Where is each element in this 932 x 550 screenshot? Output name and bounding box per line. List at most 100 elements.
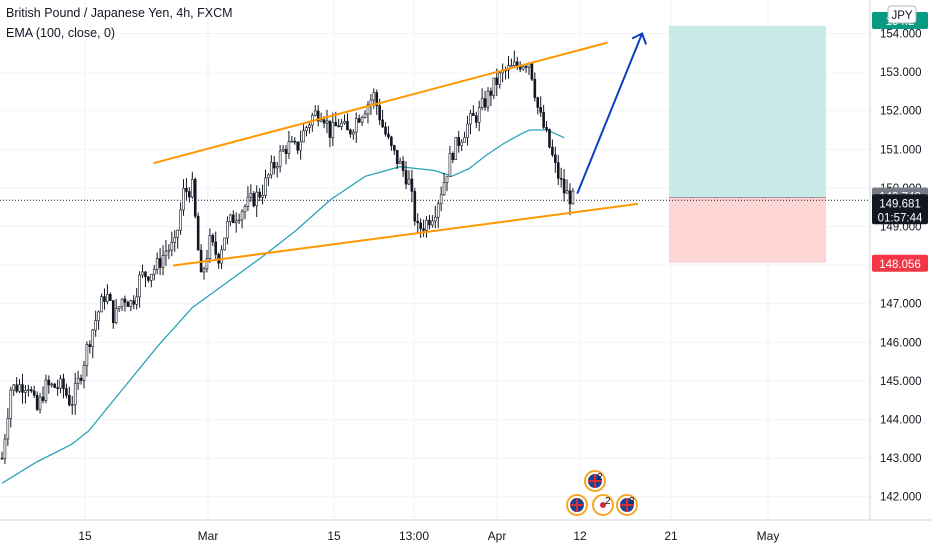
candle <box>68 395 71 406</box>
candle <box>155 258 159 270</box>
candle <box>38 396 42 410</box>
candle <box>47 379 51 386</box>
candle <box>0 457 4 460</box>
y-tick-label: 144.000 <box>880 415 922 427</box>
candle <box>454 137 458 160</box>
stop-price-tag-text: 148.056 <box>879 259 921 271</box>
candle <box>161 255 165 268</box>
candle <box>404 170 408 185</box>
stop-price-tag[interactable] <box>872 254 928 272</box>
candle <box>571 190 575 205</box>
candle <box>545 127 548 130</box>
candle <box>243 206 247 213</box>
candle <box>114 308 118 323</box>
last-price-tag[interactable] <box>872 194 928 225</box>
candle <box>445 176 449 183</box>
candle <box>384 126 387 135</box>
candle <box>59 378 62 389</box>
y-tick-label: 152.000 <box>880 106 922 118</box>
candle <box>562 178 566 194</box>
candle <box>231 214 235 224</box>
candle <box>150 273 153 281</box>
candle <box>53 383 56 388</box>
candle <box>3 438 7 459</box>
candle <box>24 389 27 393</box>
candle <box>173 237 177 243</box>
candle <box>147 276 150 281</box>
candle <box>410 178 414 192</box>
candle <box>568 190 572 205</box>
candle <box>398 161 402 165</box>
candle <box>9 389 13 419</box>
candle <box>366 104 370 115</box>
candle <box>35 395 39 410</box>
event-count: 2 <box>597 472 603 483</box>
candle <box>196 215 200 251</box>
candle <box>205 258 209 270</box>
candle <box>319 119 323 122</box>
candle <box>463 137 466 143</box>
y-tick-label: 149.000 <box>880 222 922 234</box>
candle <box>29 389 33 392</box>
ema-line[interactable] <box>1 129 565 484</box>
channel-upper-line[interactable] <box>153 41 608 165</box>
flag-sun <box>600 502 606 508</box>
candle <box>191 179 194 198</box>
candle <box>469 112 472 125</box>
candle <box>548 129 551 148</box>
candle <box>179 209 182 231</box>
economic-event-uk[interactable]: 2 <box>584 470 606 492</box>
candle <box>164 250 168 256</box>
economic-event-jp[interactable]: 2 <box>592 494 614 516</box>
candle <box>281 149 285 152</box>
candle <box>483 98 487 108</box>
candle <box>18 384 21 392</box>
candle <box>346 121 349 131</box>
candle <box>425 219 428 231</box>
candle <box>15 384 18 392</box>
candle <box>50 383 54 386</box>
candle <box>530 63 534 80</box>
candle <box>524 66 528 68</box>
candle <box>451 153 455 160</box>
candle <box>135 296 138 305</box>
candle <box>313 110 317 116</box>
candle <box>278 150 282 167</box>
candle <box>103 296 106 302</box>
event-count: 3 <box>629 496 635 507</box>
candle <box>182 187 185 211</box>
candle <box>308 124 311 128</box>
candle <box>439 194 443 205</box>
candle <box>70 404 74 407</box>
currency-badge[interactable] <box>887 5 917 24</box>
candle <box>246 196 250 207</box>
candle <box>270 162 273 176</box>
candle <box>132 300 136 305</box>
candle <box>272 162 276 169</box>
candle <box>533 78 537 98</box>
channel-lower-line[interactable] <box>173 202 638 267</box>
ema-indicator-label[interactable]: EMA (100, close, 0) <box>6 26 116 40</box>
candle <box>302 130 305 143</box>
candle <box>325 120 329 124</box>
candle <box>44 379 48 401</box>
candle <box>422 228 425 231</box>
economic-event-uk[interactable] <box>566 494 588 516</box>
candle <box>220 249 223 264</box>
candle <box>305 127 308 131</box>
candle <box>293 140 297 143</box>
candle <box>261 195 264 198</box>
candle <box>357 118 361 123</box>
economic-event-uk[interactable]: 3 <box>616 494 638 516</box>
projection-arrow[interactable] <box>576 33 644 195</box>
candle <box>267 174 270 179</box>
candle <box>431 220 434 226</box>
candle <box>477 107 481 123</box>
profit-zone[interactable] <box>669 25 826 198</box>
candle <box>489 90 493 96</box>
loss-zone[interactable] <box>669 197 826 263</box>
candle <box>413 191 417 222</box>
candle <box>141 271 144 276</box>
candle <box>393 145 396 151</box>
